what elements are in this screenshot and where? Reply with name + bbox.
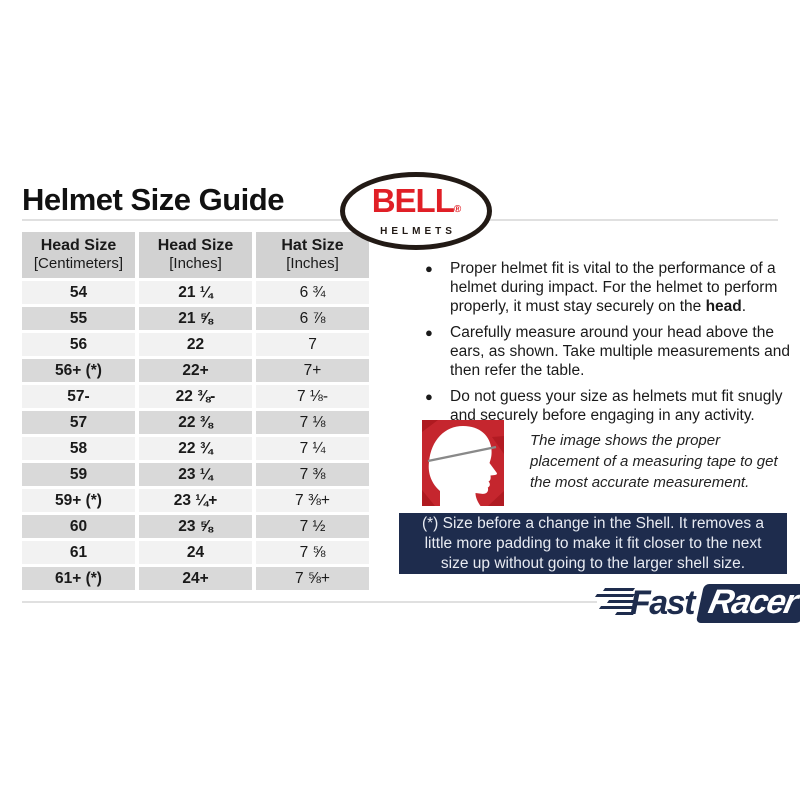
table-row: 56+ (*) 22+ 7+ (22, 359, 369, 382)
bell-brand-text: BELL® (371, 181, 462, 219)
cell: 22 ¾ (139, 437, 252, 460)
cell: 7 ½ (256, 515, 369, 538)
head-measurement-icon (422, 420, 504, 506)
cell: 7 (256, 333, 369, 356)
figure-caption: The image shows the proper placement of … (530, 432, 778, 491)
cell: 59+ (*) (22, 489, 135, 512)
table-row: 56 22 7 (22, 333, 369, 356)
cell: 22 ⅜- (139, 385, 252, 408)
cell: 7 ¼ (256, 437, 369, 460)
bullet-text: Proper helmet fit is vital to the perfor… (450, 260, 778, 315)
header-hat-size-in: Hat Size [Inches] (256, 232, 369, 278)
bell-tagline: HELMETS (380, 225, 456, 237)
speed-lines-icon (594, 587, 636, 615)
cell: 22 (139, 333, 252, 356)
header-head-size-cm: Head Size [Centimeters] (22, 232, 135, 278)
bullet-icon: ● (425, 325, 433, 340)
cell: 7 ⅜+ (256, 489, 369, 512)
cell: 57- (22, 385, 135, 408)
fastracer-racer-box: Racer (695, 582, 800, 623)
table-row: 57- 22 ⅜- 7 ⅛- (22, 385, 369, 408)
header-head-size-in: Head Size [Inches] (139, 232, 252, 278)
list-item: ● Carefully measure around your head abo… (420, 323, 792, 380)
cell: 57 (22, 411, 135, 434)
list-item: ● Proper helmet fit is vital to the perf… (420, 259, 792, 316)
size-table: Head Size [Centimeters] Head Size [Inches]… (18, 229, 373, 593)
cell: 23 ⅝ (139, 515, 252, 538)
note-text: (*) Size before a change in the Shell. I… (421, 514, 765, 572)
cell: 7 ⅝ (256, 541, 369, 564)
registered-trademark-icon: ® (453, 203, 461, 215)
page-title: Helmet Size Guide (22, 182, 284, 217)
cell: 22+ (139, 359, 252, 382)
cell: 6 ⅞ (256, 307, 369, 330)
list-item: ● Do not guess your size as helmets mut … (420, 387, 792, 425)
cell: 61 (22, 541, 135, 564)
fastracer-racer-text: Racer (705, 582, 800, 621)
cell: 59 (22, 463, 135, 486)
bullet-text: Do not guess your size as helmets mut fi… (450, 388, 783, 424)
bullet-text: Carefully measure around your head above… (450, 324, 791, 379)
cell: 23 ¼ (139, 463, 252, 486)
cell: 7 ⅛- (256, 385, 369, 408)
fastracer-logo: Fast Racer (594, 582, 800, 624)
cell: 21 ¼ (139, 281, 252, 304)
cell: 54 (22, 281, 135, 304)
bullet-icon: ● (425, 389, 433, 404)
table-header-row: Head Size [Centimeters] Head Size [Inches]… (22, 232, 369, 278)
cell: 56+ (*) (22, 359, 135, 382)
cell: 24 (139, 541, 252, 564)
cell: 7 ⅝+ (256, 567, 369, 590)
cell: 21 ⅝ (139, 307, 252, 330)
cell: 61+ (*) (22, 567, 135, 590)
cell: 23 ¼+ (139, 489, 252, 512)
bullet-icon: ● (425, 261, 433, 276)
bell-helmets-logo: BELL® HELMETS (340, 172, 492, 250)
cell: 6 ¾ (256, 281, 369, 304)
cell: 60 (22, 515, 135, 538)
cell: 22 ⅜ (139, 411, 252, 434)
table-row: 61 24 7 ⅝ (22, 541, 369, 564)
cell: 24+ (139, 567, 252, 590)
fit-instructions-list: ● Proper helmet fit is vital to the perf… (420, 259, 792, 432)
fastracer-fast-text: Fast (630, 583, 695, 622)
shell-size-note: (*) Size before a change in the Shell. I… (399, 513, 787, 574)
cell: 7+ (256, 359, 369, 382)
cell: 7 ⅛ (256, 411, 369, 434)
table-row: 59+ (*) 23 ¼+ 7 ⅜+ (22, 489, 369, 512)
table-row: 61+ (*) 24+ 7 ⅝+ (22, 567, 369, 590)
cell: 58 (22, 437, 135, 460)
cell: 7 ⅜ (256, 463, 369, 486)
cell: 55 (22, 307, 135, 330)
cell: 56 (22, 333, 135, 356)
footer-divider (22, 601, 597, 603)
